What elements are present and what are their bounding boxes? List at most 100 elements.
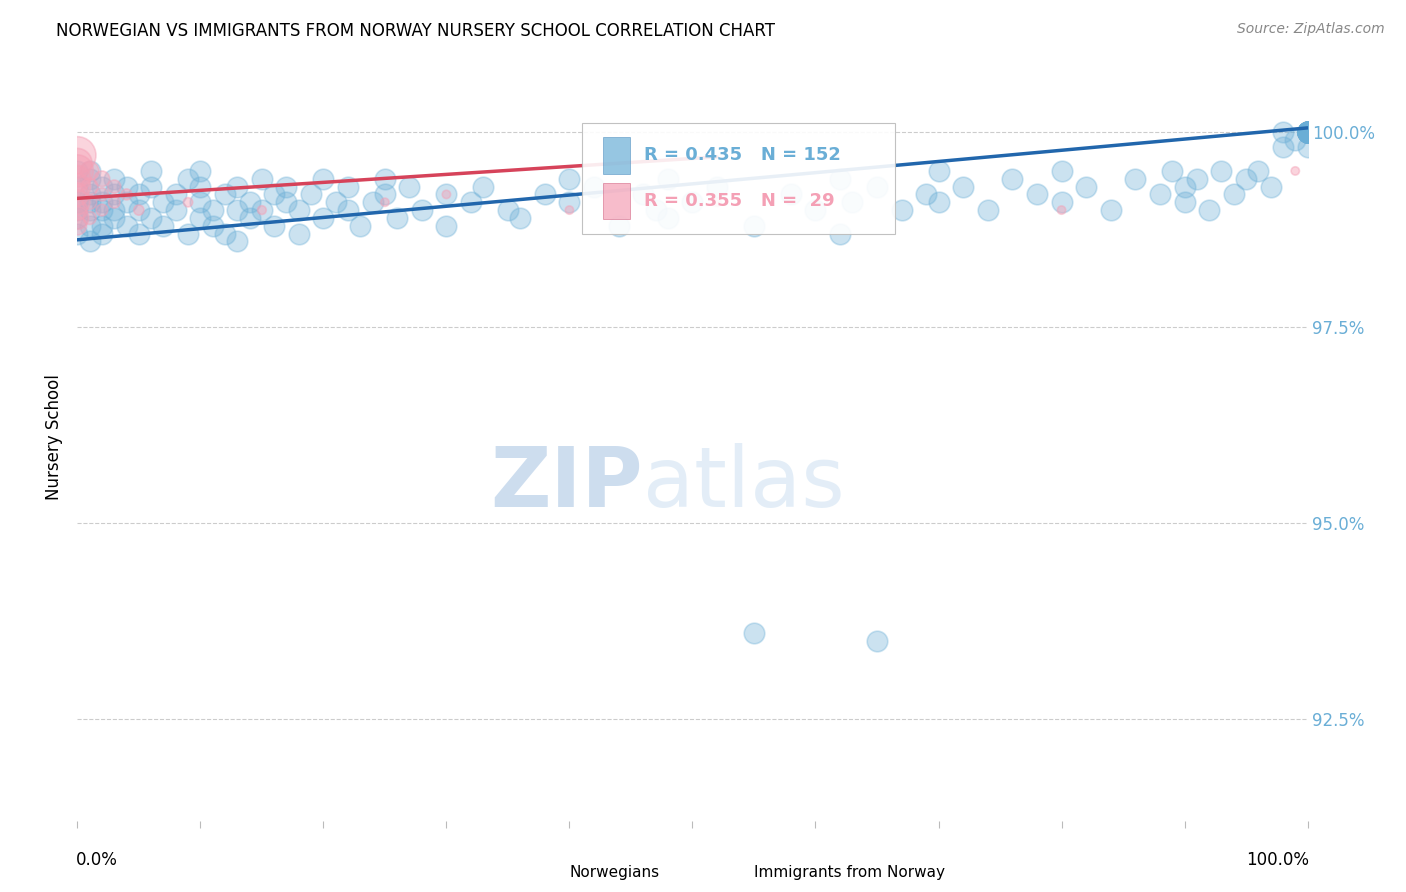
Point xyxy=(583,179,606,194)
Point xyxy=(79,187,101,202)
Point xyxy=(299,187,322,202)
Point xyxy=(349,219,371,233)
Point xyxy=(682,195,704,210)
Point xyxy=(1161,164,1184,178)
Point xyxy=(115,219,138,233)
Point xyxy=(534,187,557,202)
Point xyxy=(558,203,581,218)
Point xyxy=(1296,125,1319,139)
Point xyxy=(214,227,236,241)
Point xyxy=(436,219,458,233)
Point xyxy=(644,203,666,218)
Point xyxy=(152,195,174,210)
Point xyxy=(141,179,163,194)
Point xyxy=(66,219,89,233)
Point xyxy=(276,179,298,194)
Point xyxy=(79,195,101,210)
Point xyxy=(374,187,396,202)
Point xyxy=(128,227,150,241)
Point xyxy=(79,171,101,186)
Point xyxy=(1272,140,1295,154)
Point xyxy=(633,187,655,202)
Point xyxy=(312,211,335,225)
Point xyxy=(79,219,101,233)
Text: R = 0.355   N =  29: R = 0.355 N = 29 xyxy=(644,192,835,210)
Text: Norwegians: Norwegians xyxy=(569,864,659,880)
Point xyxy=(1296,125,1319,139)
Point xyxy=(165,187,187,202)
Point xyxy=(250,203,273,218)
Point xyxy=(1296,125,1319,139)
Point xyxy=(1050,203,1073,218)
Point xyxy=(288,227,311,241)
Point xyxy=(66,187,89,202)
Point xyxy=(337,203,360,218)
Point xyxy=(239,211,262,225)
Point xyxy=(1296,125,1319,139)
Text: atlas: atlas xyxy=(644,442,845,524)
Point xyxy=(325,195,347,210)
Point xyxy=(436,187,458,202)
Point xyxy=(509,211,531,225)
Point xyxy=(103,211,125,225)
Point xyxy=(263,187,285,202)
Point xyxy=(201,219,224,233)
Point xyxy=(1296,125,1319,139)
Point xyxy=(115,187,138,202)
Point xyxy=(1284,164,1306,178)
Point xyxy=(337,179,360,194)
Point xyxy=(1296,140,1319,154)
Point xyxy=(90,179,114,194)
Point xyxy=(804,203,827,218)
Point xyxy=(866,179,889,194)
Point xyxy=(66,171,89,186)
Point xyxy=(214,187,236,202)
Point xyxy=(706,179,728,194)
FancyBboxPatch shape xyxy=(603,183,630,219)
Point xyxy=(928,195,950,210)
Point xyxy=(1174,195,1197,210)
Point xyxy=(496,203,519,218)
Point xyxy=(1211,164,1233,178)
Point xyxy=(79,164,101,178)
Point xyxy=(152,219,174,233)
Point xyxy=(128,203,150,218)
Point xyxy=(66,227,89,241)
Point xyxy=(1050,195,1073,210)
Text: ZIP: ZIP xyxy=(491,442,644,524)
Point xyxy=(361,195,384,210)
Point xyxy=(1099,203,1122,218)
Point xyxy=(1076,179,1098,194)
Point xyxy=(226,235,249,249)
Point xyxy=(90,203,114,218)
Point xyxy=(1296,125,1319,139)
Point xyxy=(742,625,765,640)
Point xyxy=(1026,187,1049,202)
Point xyxy=(66,203,89,218)
Point xyxy=(188,211,212,225)
Point xyxy=(103,179,125,194)
Point xyxy=(188,164,212,178)
Point xyxy=(1296,125,1319,139)
Point xyxy=(1296,125,1319,139)
Point xyxy=(866,633,889,648)
Point xyxy=(1050,164,1073,178)
Point xyxy=(830,227,852,241)
Point xyxy=(780,187,803,202)
Point xyxy=(1001,171,1024,186)
Point xyxy=(177,227,200,241)
Point xyxy=(436,187,458,202)
Point xyxy=(385,211,409,225)
FancyBboxPatch shape xyxy=(582,122,896,234)
Point xyxy=(1296,125,1319,139)
Point xyxy=(1296,125,1319,139)
Point xyxy=(952,179,974,194)
Point xyxy=(1149,187,1171,202)
Point xyxy=(607,219,630,233)
Point xyxy=(1296,125,1319,139)
Text: NORWEGIAN VS IMMIGRANTS FROM NORWAY NURSERY SCHOOL CORRELATION CHART: NORWEGIAN VS IMMIGRANTS FROM NORWAY NURS… xyxy=(56,22,775,40)
Point xyxy=(657,211,679,225)
Point xyxy=(1296,125,1319,139)
Point xyxy=(128,203,150,218)
Point xyxy=(90,195,114,210)
